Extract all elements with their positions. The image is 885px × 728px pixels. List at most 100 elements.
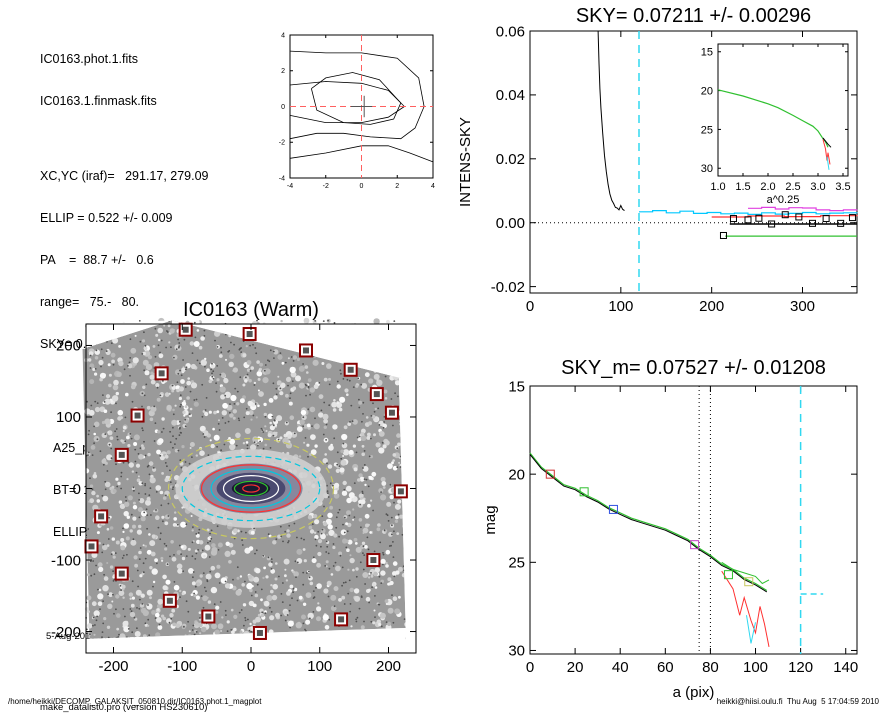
- noise-speck: [242, 383, 246, 387]
- noise-speck: [165, 544, 168, 547]
- noise-speck: [171, 556, 177, 562]
- noise-speck: [207, 600, 212, 604]
- noise-speck: [203, 436, 206, 438]
- noise-speck: [220, 630, 223, 632]
- noise-speck: [370, 574, 374, 578]
- noise-speck: [216, 525, 219, 528]
- noise-speck: [111, 537, 116, 541]
- noise-speck: [338, 508, 341, 511]
- noise-speck: [230, 341, 232, 344]
- masked-star-core: [338, 616, 345, 623]
- masked-star-core: [134, 412, 141, 419]
- noise-speck: [316, 616, 321, 622]
- noise-speck: [358, 473, 363, 478]
- noise-speck: [392, 596, 398, 601]
- noise-speck: [264, 425, 267, 428]
- noise-speck: [310, 449, 317, 455]
- noise-speck: [126, 515, 130, 519]
- noise-speck: [128, 592, 134, 597]
- noise-speck: [340, 459, 347, 466]
- noise-speck: [94, 356, 99, 360]
- noise-speck: [264, 364, 267, 366]
- noise-speck: [248, 629, 251, 632]
- noise-speck: [355, 575, 358, 578]
- noise-speck: [204, 409, 207, 411]
- noise-speck: [96, 494, 99, 498]
- noise-speck: [139, 340, 142, 343]
- noise-speck: [245, 345, 248, 348]
- noise-speck: [361, 452, 366, 457]
- noise-speck: [118, 360, 124, 367]
- masked-star-core: [88, 543, 95, 550]
- noise-speck: [138, 558, 141, 560]
- noise-speck: [393, 575, 396, 578]
- noise-speck: [289, 397, 291, 400]
- noise-speck: [254, 403, 257, 405]
- mag-tail-green: [721, 561, 770, 585]
- noise-speck: [132, 501, 136, 505]
- x-axis-label: a (pix): [673, 684, 715, 701]
- noise-speck: [114, 430, 116, 433]
- noise-speck: [239, 376, 242, 379]
- noise-speck: [290, 356, 293, 358]
- noise-speck: [311, 425, 313, 427]
- noise-speck: [244, 428, 251, 434]
- noise-speck: [172, 446, 174, 449]
- noise-speck: [180, 553, 183, 556]
- noise-speck: [336, 380, 339, 383]
- noise-speck: [275, 538, 278, 541]
- noise-speck: [129, 529, 133, 533]
- noise-speck: [143, 331, 145, 334]
- noise-speck: [209, 540, 212, 543]
- noise-speck: [90, 560, 92, 563]
- noise-speck: [274, 577, 278, 581]
- noise-speck: [289, 584, 294, 589]
- noise-speck: [263, 566, 266, 570]
- noise-speck: [122, 461, 125, 464]
- noise-speck: [127, 444, 131, 448]
- chart-title: SKY_m= 0.07527 +/- 0.01208: [561, 357, 826, 379]
- noise-speck: [266, 595, 273, 602]
- noise-speck: [203, 554, 206, 558]
- noise-speck: [244, 617, 247, 619]
- noise-speck: [385, 549, 391, 555]
- noise-speck: [391, 594, 393, 596]
- noise-speck: [256, 583, 259, 586]
- noise-speck: [316, 606, 322, 612]
- noise-speck: [303, 424, 308, 429]
- field-mask: [82, 320, 172, 350]
- noise-speck: [184, 386, 187, 388]
- noise-speck: [208, 379, 213, 384]
- noise-speck: [102, 544, 108, 551]
- noise-speck: [141, 339, 146, 343]
- noise-speck: [171, 488, 174, 490]
- noise-speck: [131, 596, 135, 600]
- noise-speck: [249, 588, 253, 593]
- noise-speck: [131, 631, 134, 634]
- noise-speck: [229, 411, 231, 414]
- noise-speck: [145, 508, 148, 511]
- noise-speck: [178, 427, 181, 430]
- noise-speck: [133, 616, 136, 619]
- noise-speck: [392, 465, 398, 471]
- noise-speck: [372, 509, 374, 512]
- noise-speck: [105, 350, 108, 352]
- noise-speck: [102, 463, 105, 466]
- noise-speck: [146, 589, 153, 596]
- noise-speck: [223, 378, 229, 384]
- noise-speck: [250, 594, 253, 597]
- noise-speck: [327, 512, 333, 518]
- noise-speck: [364, 513, 370, 519]
- noise-speck: [185, 368, 187, 371]
- noise-speck: [228, 437, 231, 440]
- noise-speck: [198, 528, 201, 531]
- noise-speck: [97, 562, 103, 568]
- noise-speck: [226, 630, 229, 633]
- noise-speck: [165, 579, 171, 585]
- noise-speck: [289, 392, 292, 395]
- noise-speck: [146, 405, 151, 410]
- noise-speck: [306, 423, 311, 428]
- noise-speck: [255, 352, 258, 355]
- noise-speck: [236, 576, 240, 580]
- noise-speck: [147, 452, 151, 457]
